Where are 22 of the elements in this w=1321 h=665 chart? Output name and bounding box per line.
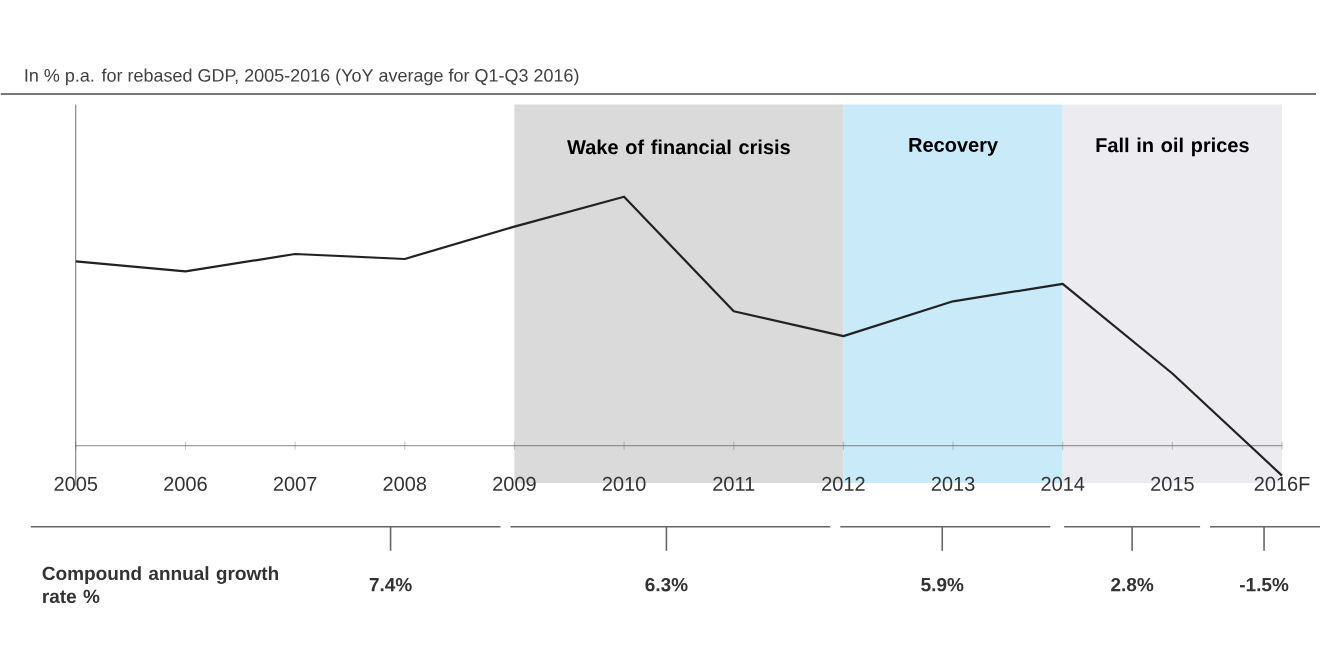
x-tick-label: 2005 [54, 476, 98, 492]
x-tick-label: 2006 [164, 476, 207, 492]
x-tick-label: 2008 [383, 476, 427, 492]
x-tick-label: 2014 [1041, 476, 1085, 492]
x-tick-label: 2015 [1151, 476, 1194, 492]
text: 6.3% [645, 578, 688, 592]
x-tick-label: 2013 [931, 476, 975, 492]
text: 5.9% [921, 578, 964, 592]
x-tick-label: 2011 [713, 476, 755, 492]
band-label: Wake of financial crisis [567, 139, 790, 155]
x-tick-label: 2007 [273, 476, 317, 492]
text: -1.5% [1239, 578, 1289, 592]
text: 2.8% [1111, 578, 1154, 592]
x-tick-label: 2012 [822, 476, 865, 492]
chart-title: In % p.a. for rebased GDP, 2005-2016 (YoY average for Q1-Q3 2016) [25, 68, 579, 86]
x-tick-label: 2010 [602, 476, 646, 492]
x-tick-label: 2009 [493, 476, 536, 492]
band-label: Recovery [909, 138, 998, 157]
text: Compound annual growth rate % [42, 566, 279, 604]
x-tick-label: 2016F [1254, 476, 1310, 492]
band-label: Fall in oil prices [1096, 137, 1249, 157]
text: 7.4% [369, 578, 412, 592]
